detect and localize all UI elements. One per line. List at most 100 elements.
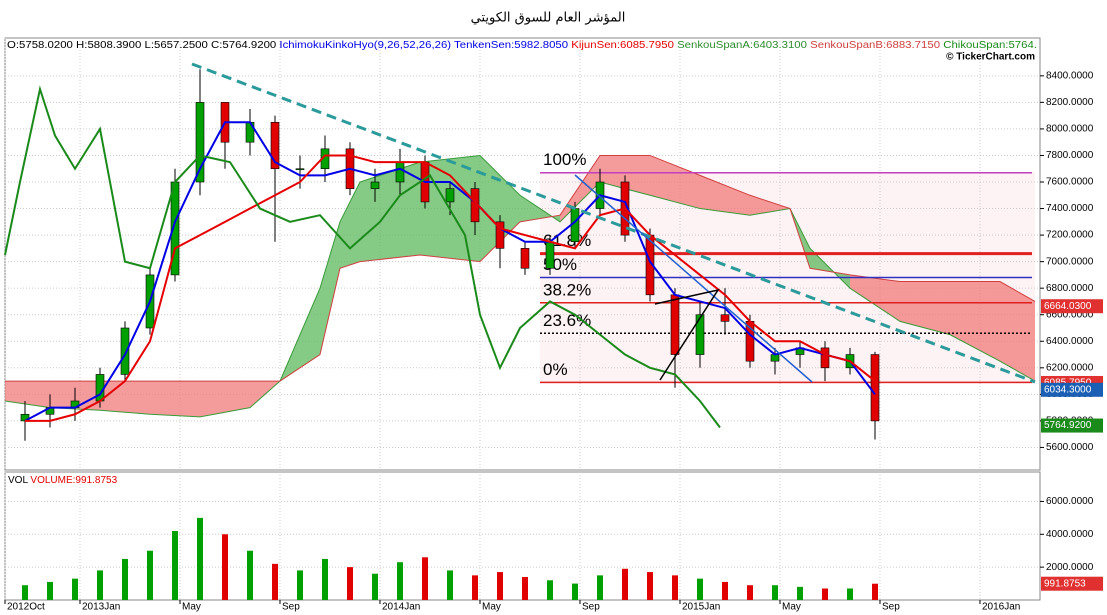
price-tag-label: 6034.3000 [1044,384,1092,395]
volume-bar [272,563,278,600]
x-tick-label: Sep [882,602,900,613]
x-tick-label: 2015Jan [682,602,720,613]
volume-bar [622,568,628,600]
y-tick-label: 7800.0000 [1046,150,1094,161]
volume-bar [172,531,178,600]
volume-bar [72,578,78,600]
fib-label: 0% [543,360,568,379]
y-tick-label: 6400.0000 [1046,336,1094,347]
volume-bar [772,585,778,600]
volume-bar [847,588,853,600]
volume-bar [647,572,653,600]
candle-body [370,181,380,189]
cloud-segment [700,175,750,216]
candle-body [295,168,305,171]
price-tag-label: 6664.0300 [1044,301,1092,312]
x-tick-label: May [782,602,801,613]
y-tick-label: 8000.0000 [1046,124,1094,135]
drawings [191,62,1036,384]
x-tick-label: May [182,602,201,613]
trend-line [574,174,813,383]
volume-bar [597,575,603,600]
volume-bar [547,580,553,600]
candle-body [670,294,680,355]
x-tick-label: Sep [282,602,300,613]
source: © TickerChart.com [946,52,1035,63]
volume-bar [422,557,428,600]
volume-bar [722,581,728,600]
candle-body [720,314,730,322]
y-tick-label: 7000.0000 [1046,256,1094,267]
cloud-segment [150,381,200,417]
x-tick-label: 2016Jan [982,602,1020,613]
triangle-drawing [654,288,720,381]
volume-bar [672,575,678,600]
line-senkouspana [4,154,1036,418]
volume-bar [372,573,378,600]
candle-body [820,347,830,369]
volume-bar [347,567,353,600]
cloud-segment [340,182,360,269]
price-tag-label: 991.8753 [1044,578,1086,589]
price-tag-box [1041,418,1103,433]
header-segment: IchimokuKinkoHyo(9,26,52,26,26) TenkenSe… [279,40,571,51]
volume-bar [47,581,53,600]
price-tag-box [1041,576,1103,591]
volume-bar [447,570,453,600]
volume-bar [222,534,228,600]
cloud-segment [1000,281,1035,382]
lines [4,85,876,429]
x-tick-label: 2012Oct [7,602,45,613]
price-tag-box [1041,299,1103,314]
price-tag-box [1041,382,1103,397]
y-tick-label: 6800.0000 [1046,283,1094,294]
line-senkouspanb [5,154,1036,382]
volume [22,517,878,600]
volume-bar [22,585,28,600]
candle-body [495,221,505,249]
fib-label: 100% [543,150,586,169]
volume-bar [822,588,828,600]
candle-body [195,102,205,183]
chart-title: المؤشر العام للسوق الكويتي [471,11,626,26]
volume-bar [197,517,203,600]
volume-bar [247,550,253,600]
line-tenkensen [24,121,876,422]
header-info: O:5758.0200 H:5808.3900 L:5657.2500 C:57… [7,40,1037,51]
y-tick-label: 2000.0000 [1046,562,1094,573]
cloud-segment [480,155,520,262]
cloud-segment [320,221,340,355]
y-tick-label: 6000.0000 [1046,496,1094,507]
tags: 6664.03006085.79506034.30005764.9200991.… [1041,299,1103,591]
volume-bar [872,583,878,600]
volume-bar [147,550,153,600]
y-tick-label: 7400.0000 [1046,203,1094,214]
y-tick-label: 5600.0000 [1046,442,1094,453]
volume-bar [797,586,803,600]
x-tick-label: 2014Jan [382,602,420,613]
fib: 100%61.8%50%38.2%23.6%0% [540,150,1032,384]
volume-bar [572,583,578,600]
candle-body [270,121,280,170]
volume-bar [697,578,703,600]
y-tick-label: 8400.0000 [1046,70,1094,81]
volume-bar [122,558,128,600]
candle-body [870,354,880,422]
candle-body [545,241,555,269]
line-chikouspan [4,85,721,429]
candle-body [120,327,130,375]
y-tick-label: 8200.0000 [1046,97,1094,108]
cloud-segment [5,381,50,408]
y-tick-label: 6200.0000 [1046,362,1094,373]
x-tick-label: Sep [582,602,600,613]
header-segment: SenkouSpanA:6403.3100 [677,40,810,51]
price-tag-label: 5764.9200 [1044,420,1092,431]
cloud-segment [900,281,950,335]
volume-bar [522,577,528,600]
header-segment: SenkouSpanB:6883.7150 [810,40,943,51]
header-segment: O:5758.0200 H:5808.3900 L:5657.2500 C:57… [7,40,279,51]
cloud-segment [650,155,700,209]
volume-bar [497,572,503,600]
header-segment: ChikouSpan:5764. [943,40,1037,51]
